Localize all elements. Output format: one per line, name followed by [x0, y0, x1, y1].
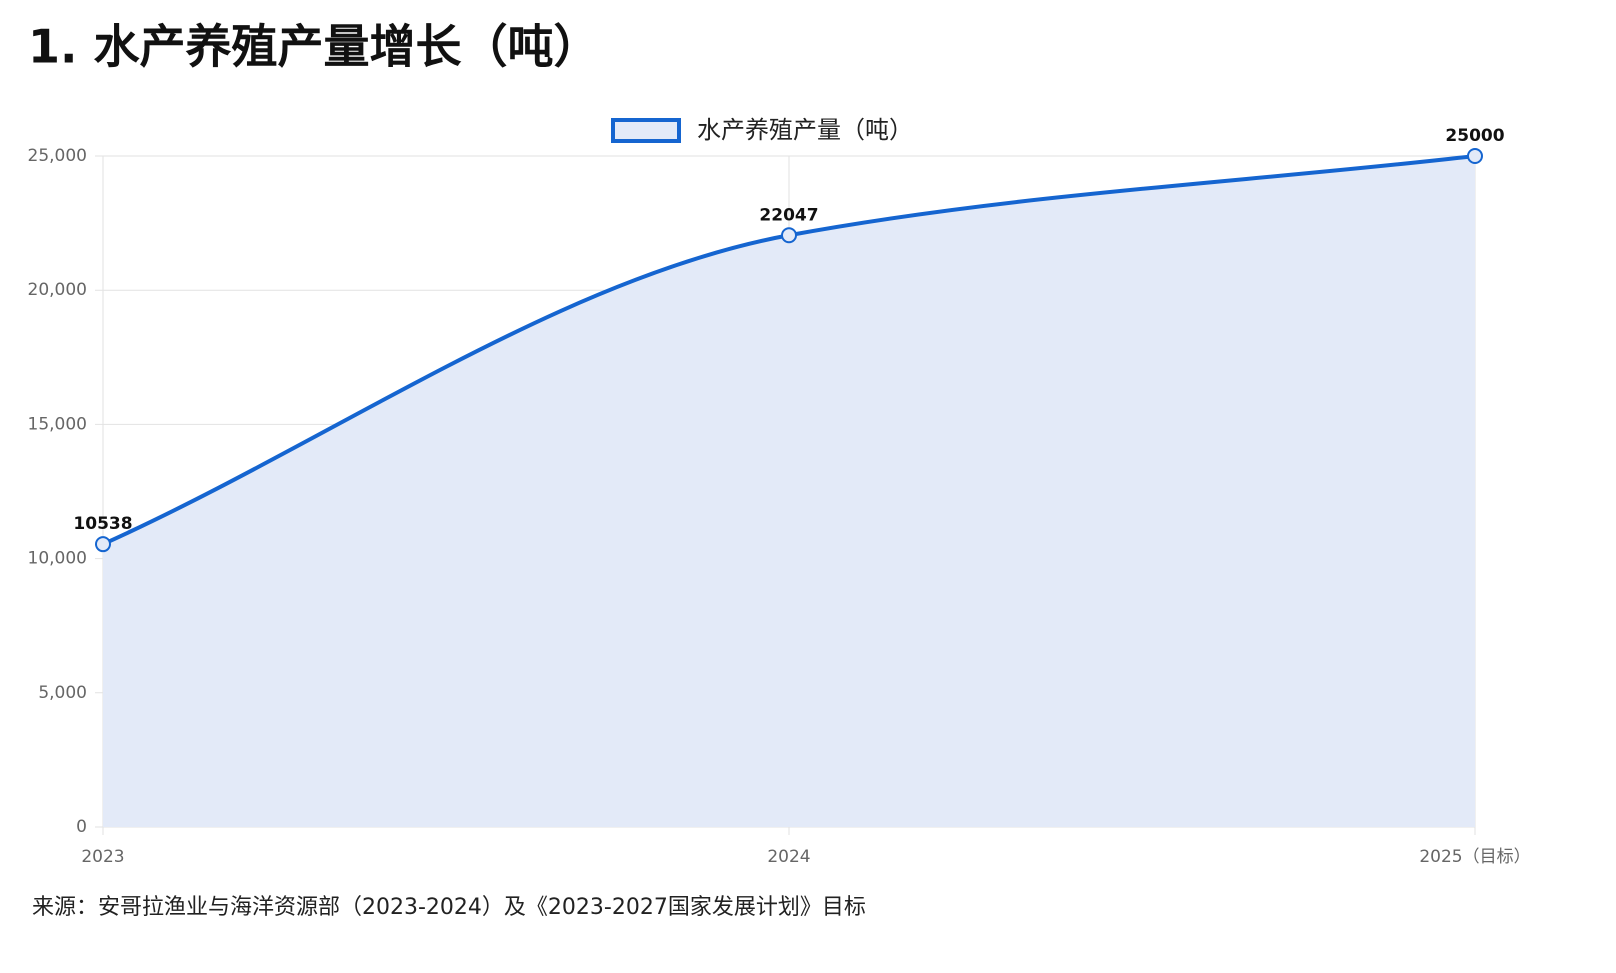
value-label: 25000 — [1445, 126, 1504, 146]
x-tick-label: 2024 — [767, 847, 810, 867]
y-tick-label: 25,000 — [28, 146, 87, 166]
x-tick-label: 2025（目标） — [1419, 847, 1530, 867]
x-tick-label: 2023 — [81, 847, 124, 867]
area — [103, 156, 1475, 827]
source-note: 来源：安哥拉渔业与海洋资源部（2023-2024）及《2023-2027国家发展… — [32, 895, 866, 920]
y-tick-label: 0 — [76, 817, 87, 837]
y-tick-label: 5,000 — [38, 683, 87, 703]
value-label: 22047 — [759, 205, 818, 225]
y-tick-label: 20,000 — [28, 280, 87, 300]
point — [95, 536, 111, 553]
legend-swatch — [611, 118, 681, 143]
y-tick-label: 15,000 — [28, 414, 87, 434]
chart-title: 1. 水产养殖产量增长（吨） — [28, 20, 600, 74]
legend-label: 水产养殖产量（吨） — [697, 116, 913, 144]
y-tick-label: 10,000 — [28, 549, 87, 569]
point — [781, 227, 797, 244]
point — [1467, 148, 1483, 164]
value-label: 10538 — [73, 514, 132, 534]
